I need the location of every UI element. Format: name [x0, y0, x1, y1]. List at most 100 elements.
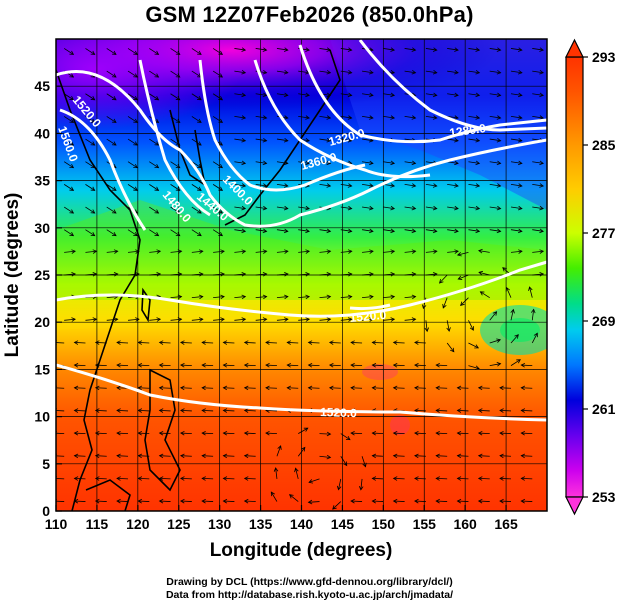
streamline-segment — [106, 250, 118, 253]
streamline-segment — [180, 364, 192, 367]
streamline-arrowhead — [517, 205, 523, 211]
streamline-segment — [127, 184, 138, 191]
streamline-arrowhead — [265, 430, 270, 436]
streamline-arrowhead — [158, 362, 164, 368]
streamline-arrowhead — [456, 476, 462, 481]
streamline-segment — [446, 342, 455, 352]
streamline-arrowhead — [277, 445, 282, 450]
streamline-segment — [255, 183, 267, 187]
streamline-segment — [74, 364, 86, 367]
streamline-arrowhead — [390, 249, 396, 254]
streamline-arrowhead — [137, 453, 143, 459]
streamline-arrowhead — [414, 340, 419, 345]
streamline-segment — [270, 491, 278, 502]
streamline-arrowhead — [475, 47, 481, 52]
streamline-arrowhead — [180, 408, 185, 413]
streamline-arrowhead — [308, 479, 314, 484]
contour-line-1360 — [253, 59, 431, 179]
streamline-segment — [106, 93, 117, 101]
streamline-arrowhead — [286, 385, 292, 391]
streamline-arrowhead — [432, 69, 438, 75]
streamline-segment — [319, 296, 331, 299]
colorbar-upper-arrow — [565, 38, 584, 58]
streamline-arrowhead — [305, 317, 311, 322]
streamline-segment — [170, 318, 182, 321]
streamline-arrowhead — [496, 137, 502, 143]
streamline-segment — [468, 206, 480, 210]
streamline-segment — [106, 229, 117, 237]
streamline-segment — [404, 116, 416, 119]
streamline-arrowhead — [392, 430, 398, 436]
streamline-segment — [191, 273, 203, 276]
streamline-arrowhead — [469, 326, 474, 331]
streamline-segment — [478, 432, 490, 434]
streamline-arrowhead — [218, 50, 224, 55]
streamline-arrowhead — [177, 317, 183, 322]
streamline-segment — [447, 93, 459, 96]
streamline-segment — [532, 183, 544, 187]
streamline-segment — [74, 500, 86, 502]
streamline-arrowhead — [283, 205, 289, 211]
x-tick-label: 140 — [290, 516, 314, 532]
streamline-segment — [180, 455, 192, 457]
streamline-arrowhead — [369, 183, 374, 188]
streamline-segment — [276, 161, 288, 164]
streamline-arrowhead — [305, 92, 310, 98]
streamline-segment — [212, 93, 223, 101]
streamline-arrowhead — [499, 498, 504, 504]
streamline-arrowhead — [262, 228, 268, 234]
streamline-segment — [404, 273, 416, 276]
streamline-arrowhead — [197, 186, 202, 191]
streamline-segment — [85, 229, 95, 237]
streamline-segment — [276, 250, 288, 253]
streamline-arrowhead — [218, 96, 224, 101]
streamline-arrowhead — [392, 476, 398, 481]
streamline-segment — [106, 296, 118, 299]
streamline-segment — [180, 477, 192, 480]
streamline-segment — [149, 318, 161, 321]
streamline-segment — [117, 432, 129, 434]
streamline-segment — [127, 138, 138, 146]
streamline-segment — [127, 250, 139, 253]
streamline-arrowhead — [135, 317, 140, 322]
streamline-arrowhead — [137, 340, 143, 345]
streamline-arrowhead — [92, 317, 98, 322]
streamline-arrowhead — [517, 115, 523, 120]
streamline-arrowhead — [116, 408, 121, 413]
streamline-arrowhead — [518, 249, 523, 254]
streamline-arrowhead — [369, 115, 374, 120]
x-tick-label: 110 — [45, 516, 68, 532]
streamline-segment — [106, 318, 118, 321]
streamline-arrowhead — [69, 141, 75, 146]
streamline-segment — [170, 70, 181, 78]
streamline-arrowhead — [326, 249, 332, 254]
streamline-segment — [468, 320, 474, 331]
streamline-arrowhead — [270, 491, 275, 497]
streamline-arrowhead — [392, 385, 398, 391]
streamline-arrowhead — [158, 430, 164, 436]
streamline-segment — [244, 387, 256, 389]
streamline-arrowhead — [262, 92, 268, 98]
y-tick-label: 5 — [42, 456, 50, 472]
streamline-segment — [340, 48, 352, 51]
streamline-arrowhead — [180, 498, 185, 504]
streamline-arrowhead — [432, 249, 438, 254]
streamline-arrowhead — [180, 476, 185, 481]
streamline-arrowhead — [243, 385, 249, 391]
streamline-segment — [255, 273, 267, 276]
streamline-arrowhead — [369, 228, 374, 234]
streamline-arrowhead — [69, 118, 75, 123]
streamline-segment — [489, 138, 501, 142]
streamline-arrowhead — [432, 271, 438, 277]
streamline-arrowhead — [414, 453, 419, 459]
streamline-segment — [295, 468, 299, 480]
streamline-segment — [289, 494, 299, 502]
streamline-segment — [212, 206, 223, 214]
streamline-arrowhead — [539, 271, 545, 277]
streamline-segment — [170, 48, 181, 55]
streamline-segment — [117, 387, 129, 389]
streamline-arrowhead — [241, 317, 247, 322]
streamline-segment — [478, 271, 490, 276]
streamline-arrowhead — [411, 205, 417, 211]
streamline-arrowhead — [424, 327, 430, 333]
